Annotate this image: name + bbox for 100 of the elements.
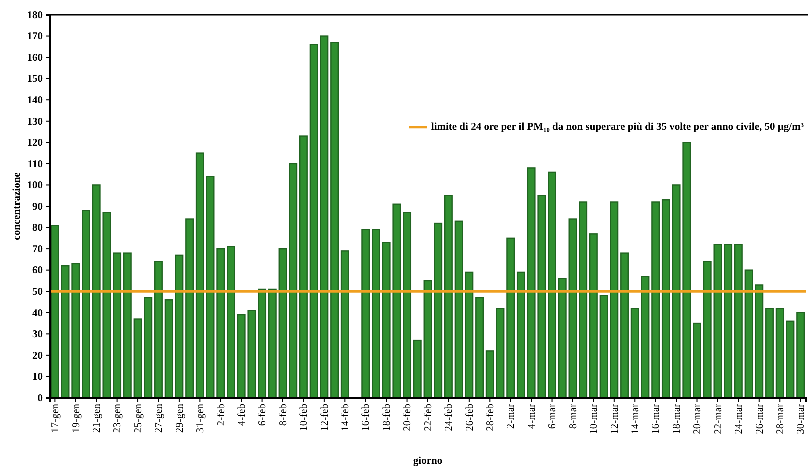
y-tick-label: 120 xyxy=(27,138,43,150)
x-tick-label: 8-feb xyxy=(278,404,290,426)
bar xyxy=(206,176,215,399)
y-tick-label: 10 xyxy=(32,372,43,384)
bar xyxy=(589,234,598,399)
bar xyxy=(652,202,660,399)
x-tick-label: 16-mar xyxy=(651,404,662,434)
bar xyxy=(434,222,443,399)
bar xyxy=(641,276,650,399)
x-tick-label: 10-feb xyxy=(299,404,310,432)
x-tick-label: 14-feb xyxy=(340,404,352,432)
y-tick-label: 70 xyxy=(32,244,43,256)
x-tick-label: 26-feb xyxy=(464,404,476,432)
y-tick-label: 170 xyxy=(27,32,43,43)
x-tick-label: 26-mar xyxy=(754,404,766,434)
bar xyxy=(227,246,236,399)
bar xyxy=(548,172,556,399)
x-tick-label: 22-mar xyxy=(713,404,724,434)
y-tick-label: 30 xyxy=(32,330,43,341)
y-tick-label: 0 xyxy=(38,393,43,404)
x-tick-label: 6-feb xyxy=(258,404,269,426)
y-tick-label: 20 xyxy=(32,350,43,362)
x-tick-label: 8-mar xyxy=(568,404,580,430)
bar xyxy=(258,288,267,399)
bar xyxy=(724,244,733,399)
x-tick-label: 27-gen xyxy=(154,403,166,434)
bar xyxy=(662,200,670,399)
bar xyxy=(82,210,90,399)
bar xyxy=(796,312,806,399)
x-tick-label: 29-gen xyxy=(174,403,186,434)
y-tick-label: 150 xyxy=(27,74,43,86)
bar xyxy=(268,288,277,399)
y-tick-label: 160 xyxy=(27,52,43,64)
bar xyxy=(424,280,432,399)
x-tick-label: 2-feb xyxy=(216,404,228,426)
y-tick-label: 100 xyxy=(27,180,43,192)
x-tick-label: 19-gen xyxy=(71,403,82,434)
legend-label: limite di 24 ore per il PM₁₀ da non superare più di 35 volte per anno civile, 50 µg/m³ xyxy=(431,122,804,133)
x-tick-label: 30-mar xyxy=(796,404,808,434)
y-tick-label: 60 xyxy=(32,266,43,277)
y-tick-label: 140 xyxy=(27,95,43,106)
x-tick-label: 20-mar xyxy=(692,404,704,434)
bar xyxy=(476,297,484,399)
bar xyxy=(766,308,774,399)
x-tick-label: 21-gen xyxy=(92,403,103,434)
x-tick-label: 4-mar xyxy=(526,404,538,430)
x-tick-label: 12-mar xyxy=(610,404,621,434)
bar xyxy=(113,252,122,399)
bar xyxy=(278,248,288,399)
bar xyxy=(154,261,163,399)
bar xyxy=(486,350,494,399)
bar xyxy=(340,250,350,399)
x-tick-label: 17-gen xyxy=(50,403,62,434)
y-tick-label: 50 xyxy=(32,286,43,298)
x-tick-label: 31-gen xyxy=(196,403,207,434)
y-axis-title: concentrazione xyxy=(12,172,23,240)
x-tick-label: 24-mar xyxy=(734,404,746,434)
x-tick-label: 12-feb xyxy=(320,404,331,432)
y-tick-label: 90 xyxy=(32,202,43,213)
bar xyxy=(300,136,308,399)
x-tick-label: 23-gen xyxy=(112,403,124,434)
x-tick-label: 18-mar xyxy=(672,404,683,434)
bar xyxy=(734,244,743,399)
bar xyxy=(403,212,412,399)
x-tick-label: 20-feb xyxy=(402,404,414,432)
bar xyxy=(620,252,629,399)
x-tick-label: 22-feb xyxy=(423,404,434,432)
bar xyxy=(693,322,702,399)
y-tick-label: 40 xyxy=(32,308,43,320)
x-tick-label: 25-gen xyxy=(133,403,144,434)
bar xyxy=(444,195,453,399)
bar xyxy=(50,225,60,399)
x-tick-label: 4-feb xyxy=(236,404,248,426)
bar xyxy=(123,252,132,399)
bar xyxy=(289,163,298,399)
bar xyxy=(186,218,194,399)
bar xyxy=(496,308,505,399)
y-tick-label: 80 xyxy=(32,223,43,234)
bar xyxy=(330,42,340,399)
x-tick-label: 28-feb xyxy=(485,404,496,432)
bar xyxy=(568,218,578,399)
bar xyxy=(372,229,380,399)
bar xyxy=(579,202,588,399)
bar xyxy=(516,272,526,399)
bar xyxy=(630,308,640,399)
x-tick-label: 6-mar xyxy=(548,404,559,430)
x-tick-label: 14-mar xyxy=(630,404,642,434)
x-tick-label: 2-mar xyxy=(506,404,518,430)
y-tick-label: 130 xyxy=(27,116,43,128)
bar xyxy=(196,152,204,399)
x-tick-label: 28-mar xyxy=(775,404,786,434)
x-tick-label: 10-mar xyxy=(589,404,600,434)
bar xyxy=(413,340,422,399)
x-tick-label: 24-feb xyxy=(444,404,456,432)
x-tick-label: 16-feb xyxy=(361,404,372,432)
x-axis-title: giorno xyxy=(413,456,443,467)
y-tick-label: 180 xyxy=(27,10,43,22)
bar xyxy=(506,238,516,399)
x-tick-label: 18-feb xyxy=(382,404,393,432)
bar xyxy=(362,229,370,399)
